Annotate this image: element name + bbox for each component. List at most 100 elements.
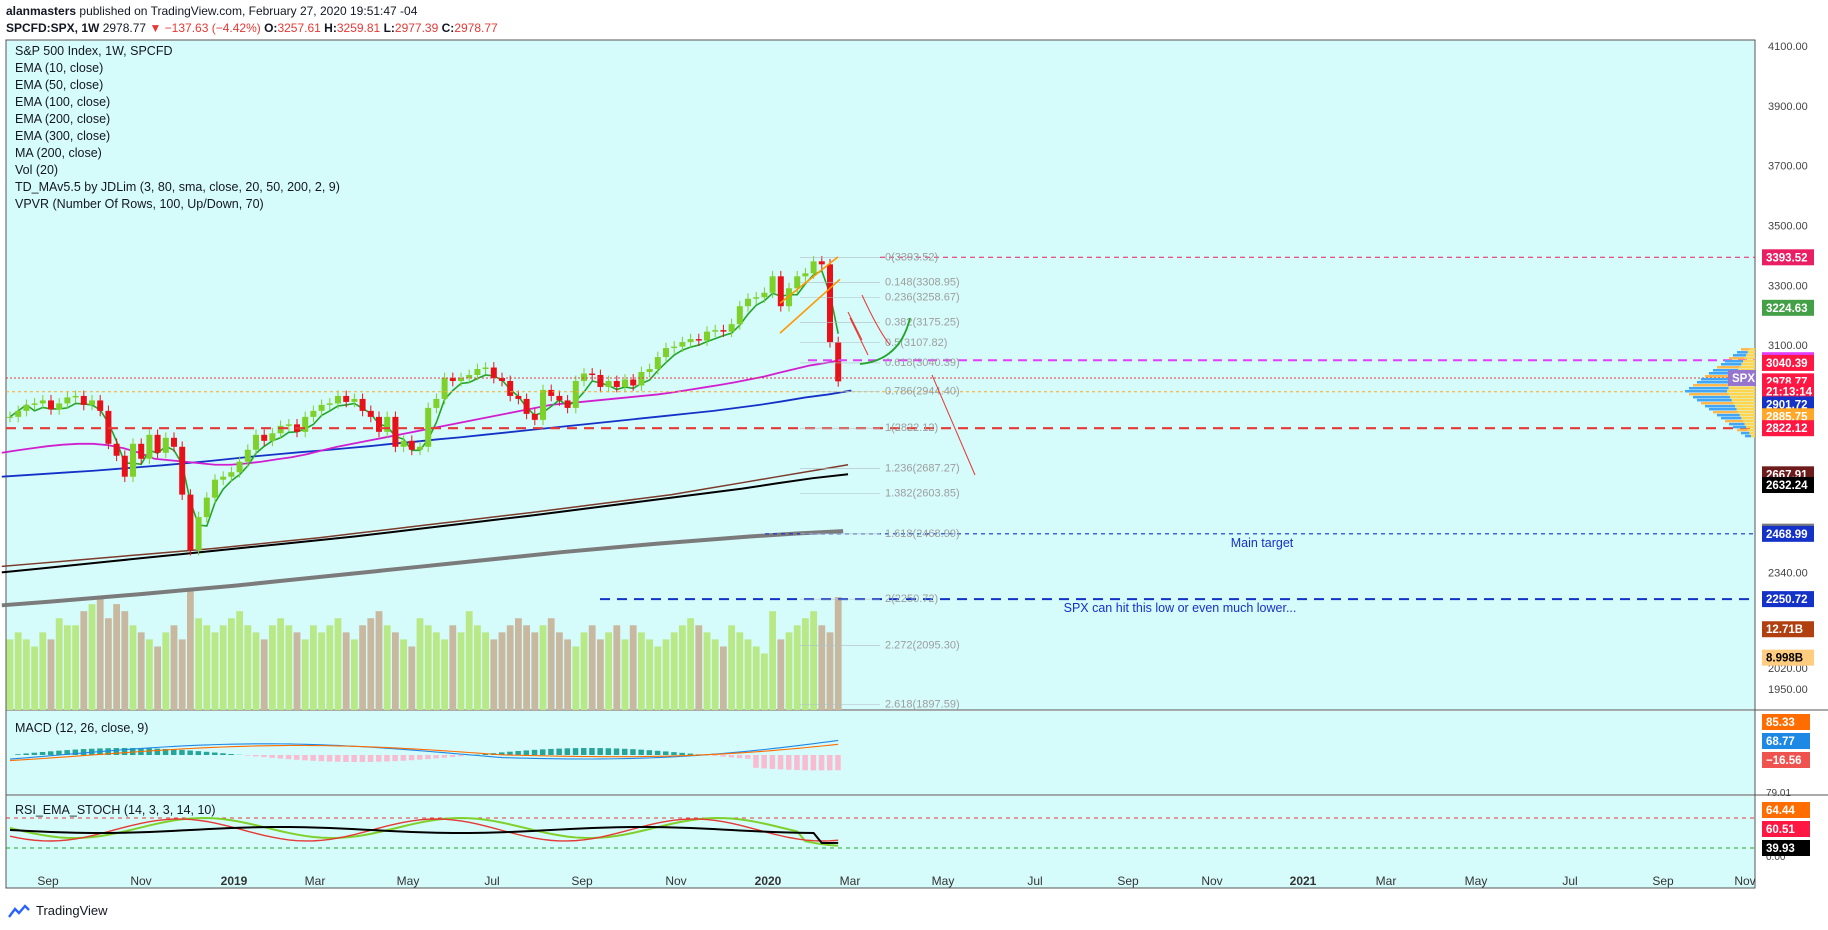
candle-body: [236, 461, 243, 473]
candle-body: [269, 433, 276, 441]
rsi-badge: [1762, 840, 1810, 856]
volume-profile-bar: [1689, 392, 1729, 396]
rsi-legend[interactable]: RSI_EMA_STOCH (14, 3, 3, 14, 10): [15, 803, 216, 817]
x-tick-label: Sep: [1117, 874, 1139, 888]
published-text: published on TradingView.com, February 2…: [79, 4, 418, 18]
fib-label: 0.236(3258.67): [885, 292, 960, 304]
macd-histogram-bar: [417, 755, 423, 760]
volume-bar: [465, 611, 473, 710]
candle-body: [179, 446, 186, 495]
volume-bar: [39, 632, 47, 710]
macd-histogram-bar: [212, 752, 218, 755]
rsi-ema-line: [9, 825, 839, 845]
candle-body: [400, 440, 407, 447]
macd-histogram-bar: [121, 748, 128, 755]
volume-profile-bar: [1705, 375, 1735, 378]
author-name[interactable]: alanmasters: [6, 4, 77, 18]
macd-histogram-bar: [646, 750, 653, 755]
down-arrow-icon: ▼: [149, 21, 162, 35]
legend-indicator[interactable]: Vol (20): [15, 163, 59, 177]
macd-legend[interactable]: MACD (12, 26, close, 9): [15, 721, 149, 735]
rsi-badge-label: 39.93: [1766, 843, 1795, 855]
volume-bar: [260, 639, 268, 710]
price-badge: [1762, 621, 1814, 638]
volume-bar: [613, 625, 621, 710]
legend-main-series[interactable]: S&P 500 Index, 1W, SPCFD: [15, 44, 173, 58]
volume-bar: [547, 618, 555, 710]
macd-histogram-bar: [827, 755, 833, 771]
legend-indicator[interactable]: EMA (200, close): [15, 112, 111, 126]
candle-body: [835, 342, 842, 382]
close-value: 2978.77: [454, 21, 498, 35]
macd-histogram-bar: [515, 751, 521, 755]
volume-bar: [621, 639, 629, 710]
legend-indicator[interactable]: EMA (10, close): [15, 61, 104, 75]
volume-profile-bar: [1739, 413, 1755, 417]
candle-body: [499, 377, 505, 381]
volume-bar: [777, 639, 785, 710]
price-badge: [1762, 525, 1814, 542]
volume-bar: [170, 625, 178, 710]
macd-histogram-bar: [376, 755, 382, 762]
volume-bar: [334, 618, 342, 710]
candle-body: [548, 389, 555, 396]
rsi-badge: [1762, 802, 1810, 818]
brand-name[interactable]: TradingView: [36, 903, 108, 918]
macd-histogram-bar: [105, 748, 111, 755]
volume-bar: [31, 646, 38, 710]
volume-profile-bar: [1697, 380, 1732, 384]
volume-bar: [769, 611, 776, 710]
ma200-line: [1, 529, 844, 608]
macd-histogram-bar: [400, 755, 407, 761]
candle-body: [466, 375, 473, 378]
candle-body: [253, 434, 259, 450]
macd-histogram-bar: [31, 752, 38, 755]
legend-indicator[interactable]: EMA (300, close): [15, 129, 111, 143]
volume-bar: [506, 625, 514, 710]
candle-body: [540, 389, 546, 420]
legend-indicator[interactable]: MA (200, close): [15, 146, 102, 160]
volume-profile-bar: [1733, 401, 1755, 405]
macd-histogram-bar: [48, 751, 54, 755]
volume-bar: [810, 611, 817, 710]
volume-profile-bar: [1737, 428, 1748, 432]
macd-histogram-bar: [712, 755, 718, 756]
macd-histogram-bar: [769, 755, 776, 769]
macd-histogram-bar: [384, 755, 390, 762]
price-badge: [1762, 476, 1814, 493]
volume-bar: [310, 625, 317, 710]
rsi-pane: [6, 796, 1755, 888]
legend-indicator[interactable]: EMA (100, close): [15, 95, 111, 109]
macd-histogram-bar: [269, 755, 275, 758]
volume-profile-bar: [1745, 434, 1751, 438]
candle-body: [212, 479, 218, 498]
volume-bar: [433, 632, 440, 710]
indicator-legend: S&P 500 Index, 1W, SPCFD EMA (10, close)…: [15, 43, 340, 213]
price-badge-label: 8.998B: [1766, 653, 1803, 665]
price-badge: [1762, 354, 1814, 371]
macd-histogram-bar: [523, 750, 530, 755]
volume-bar: [703, 632, 711, 710]
open-value: 3257.61: [277, 21, 321, 35]
fib-label: 1.382(2603.85): [885, 487, 960, 499]
rsi-badge-label: 64.44: [1766, 805, 1795, 817]
volume-bar: [728, 625, 735, 710]
candle-body: [523, 398, 530, 414]
macd-histogram-bar: [367, 755, 374, 762]
legend-indicator[interactable]: VPVR (Number Of Rows, 100, Up/Down, 70): [15, 197, 264, 211]
volume-bar: [129, 625, 137, 710]
macd-badge: [1762, 714, 1810, 730]
candle-body: [433, 398, 440, 408]
macd-histogram-bar: [835, 755, 841, 771]
candle-body: [589, 373, 596, 375]
macd-histogram-bar: [80, 749, 87, 755]
volume-bar: [375, 611, 383, 710]
legend-indicator[interactable]: TD_MAv5.5 by JDLim (3, 80, sma, close, 2…: [15, 180, 340, 194]
legend-indicator[interactable]: EMA (50, close): [15, 78, 104, 92]
fib-label: 0(3393.52): [885, 251, 938, 263]
macd-histogram-bar: [64, 750, 70, 755]
volume-bar: [277, 618, 284, 710]
macd-histogram-bar: [802, 755, 808, 771]
volume-profile-bar: [1717, 366, 1740, 369]
